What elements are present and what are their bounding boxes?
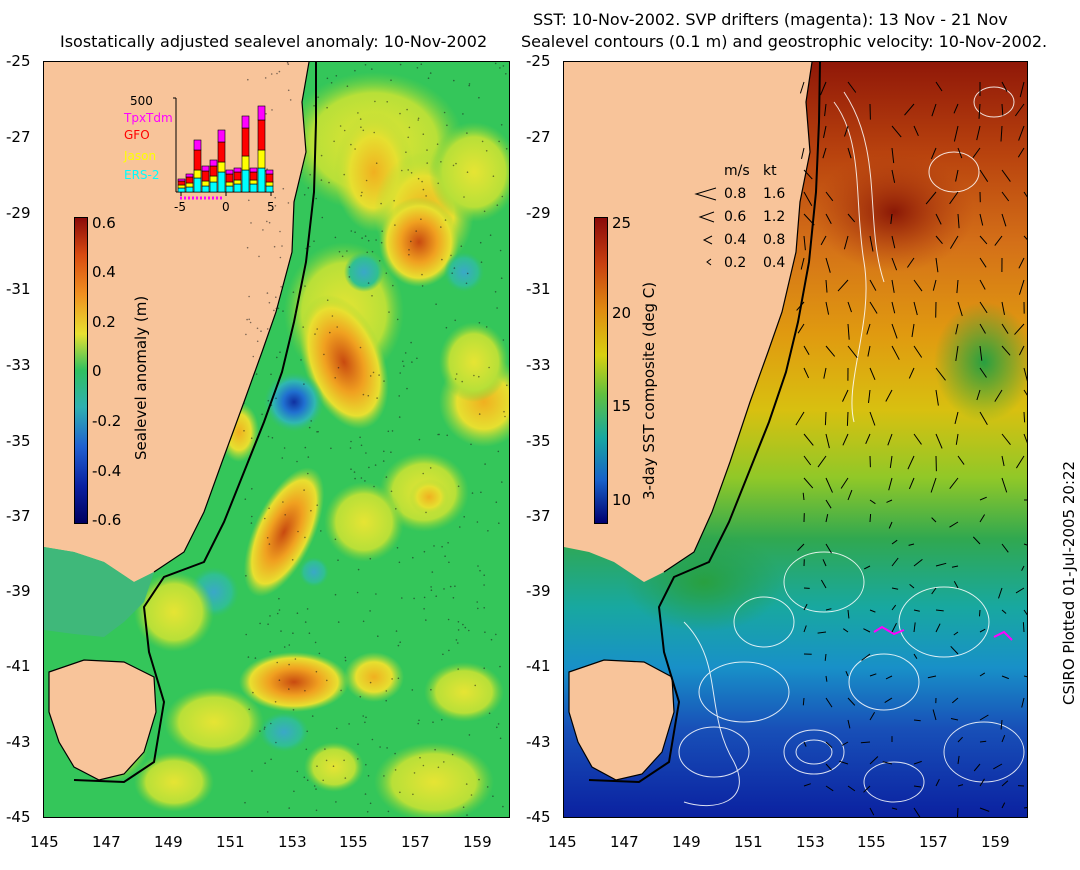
right-y-tick: -27	[526, 128, 551, 146]
sealevel-colorbar	[74, 217, 88, 524]
right-y-tick: -45	[526, 808, 551, 826]
left-x-tick: 145	[30, 833, 59, 851]
left-y-tick: -37	[6, 507, 31, 525]
sealevel-anomaly-field	[44, 62, 509, 817]
right-y-tick: -43	[526, 733, 551, 751]
sealevel-colorbar-tick: 0.2	[92, 313, 116, 331]
left-x-tick: 157	[401, 833, 430, 851]
velocity-legend-kt: 1.2	[763, 209, 786, 225]
left-y-tick: -33	[6, 356, 31, 374]
right-x-tick: 147	[610, 833, 639, 851]
left-map-title: Isostatically adjusted sealevel anomaly:…	[60, 32, 488, 51]
inset-x-tick: -5	[174, 200, 186, 214]
left-x-tick: 151	[216, 833, 245, 851]
sst-colorbar-tick: 25	[612, 214, 632, 232]
left-y-tick: -43	[6, 733, 31, 751]
sst-field	[564, 62, 1027, 817]
sst-colorbar-label: 3-day SST composite (deg C)	[640, 281, 658, 500]
sst-colorbar-tick: 10	[612, 491, 632, 509]
velocity-legend-kt: 0.4	[763, 255, 786, 271]
left-y-tick: -25	[6, 52, 31, 70]
right-map-title-line2: Sealevel contours (0.1 m) and geostrophi…	[521, 32, 1048, 51]
right-y-tick: -37	[526, 507, 551, 525]
sst-colorbar-tick: 20	[612, 304, 632, 322]
velocity-legend-ms: 0.4	[724, 232, 747, 248]
right-x-tick: 145	[548, 833, 577, 851]
right-x-tick: 157	[919, 833, 948, 851]
right-y-tick: -25	[526, 52, 551, 70]
sealevel-colorbar-tick: 0	[92, 362, 102, 380]
left-y-tick: -41	[6, 657, 31, 675]
sealevel-colorbar-tick: 0.6	[92, 214, 116, 232]
sealevel-colorbar-tick: -0.4	[92, 462, 122, 480]
right-y-tick: -35	[526, 432, 551, 450]
velocity-legend-kt: 1.6	[763, 186, 786, 202]
right-x-tick: 155	[857, 833, 886, 851]
right-x-tick: 159	[981, 833, 1010, 851]
inset-x-tick: 5	[267, 200, 275, 214]
inset-x-tick: 0	[222, 200, 230, 214]
sst-colorbar	[594, 217, 608, 524]
sealevel-colorbar-tick: -0.6	[92, 511, 122, 529]
right-map-title-line1: SST: 10-Nov-2002. SVP drifters (magenta)…	[533, 10, 1008, 29]
inset-legend-jason: Jason	[124, 149, 157, 163]
inset-y-label: 500	[130, 94, 153, 108]
left-x-tick: 149	[154, 833, 183, 851]
left-y-tick: -29	[6, 204, 31, 222]
sealevel-anomaly-map	[43, 61, 510, 818]
left-y-tick: -39	[6, 582, 31, 600]
right-y-tick: -41	[526, 657, 551, 675]
right-y-tick: -29	[526, 204, 551, 222]
left-y-tick: -35	[6, 432, 31, 450]
left-x-tick: 153	[278, 833, 307, 851]
inset-legend-tpxtdm: TpxTdm	[124, 111, 173, 125]
inset-legend-gfo: GFO	[124, 128, 150, 142]
sst-map	[563, 61, 1028, 818]
left-y-tick: -31	[6, 280, 31, 298]
left-y-tick: -27	[6, 128, 31, 146]
left-x-tick: 147	[92, 833, 121, 851]
velocity-legend-arrows	[694, 187, 717, 266]
altimeter-inset-bars	[173, 97, 274, 200]
inset-legend-ers2: ERS-2	[124, 168, 160, 182]
velocity-legend-ms: 0.6	[724, 209, 747, 225]
velocity-legend-header-kt: kt	[763, 163, 777, 179]
left-x-tick: 155	[339, 833, 368, 851]
right-x-tick: 149	[672, 833, 701, 851]
sealevel-colorbar-tick: -0.2	[92, 412, 122, 430]
plot-credit: CSIRO Plotted 01-Jul-2005 20:22	[1060, 460, 1078, 705]
right-y-tick: -39	[526, 582, 551, 600]
sst-colorbar-tick: 15	[612, 397, 632, 415]
right-x-tick: 151	[734, 833, 763, 851]
velocity-legend-ms: 0.8	[724, 186, 747, 202]
altimeter-inset	[170, 92, 280, 204]
right-y-tick: -31	[526, 280, 551, 298]
right-x-tick: 153	[796, 833, 825, 851]
velocity-legend-kt: 0.8	[763, 232, 786, 248]
right-y-tick: -33	[526, 356, 551, 374]
left-y-tick: -45	[6, 808, 31, 826]
left-x-tick: 159	[463, 833, 492, 851]
velocity-legend-header-ms: m/s	[724, 163, 750, 179]
sealevel-colorbar-tick: 0.4	[92, 263, 116, 281]
velocity-legend-ms: 0.2	[724, 255, 747, 271]
sealevel-colorbar-label: Sealevel anomaly (m)	[132, 295, 150, 460]
